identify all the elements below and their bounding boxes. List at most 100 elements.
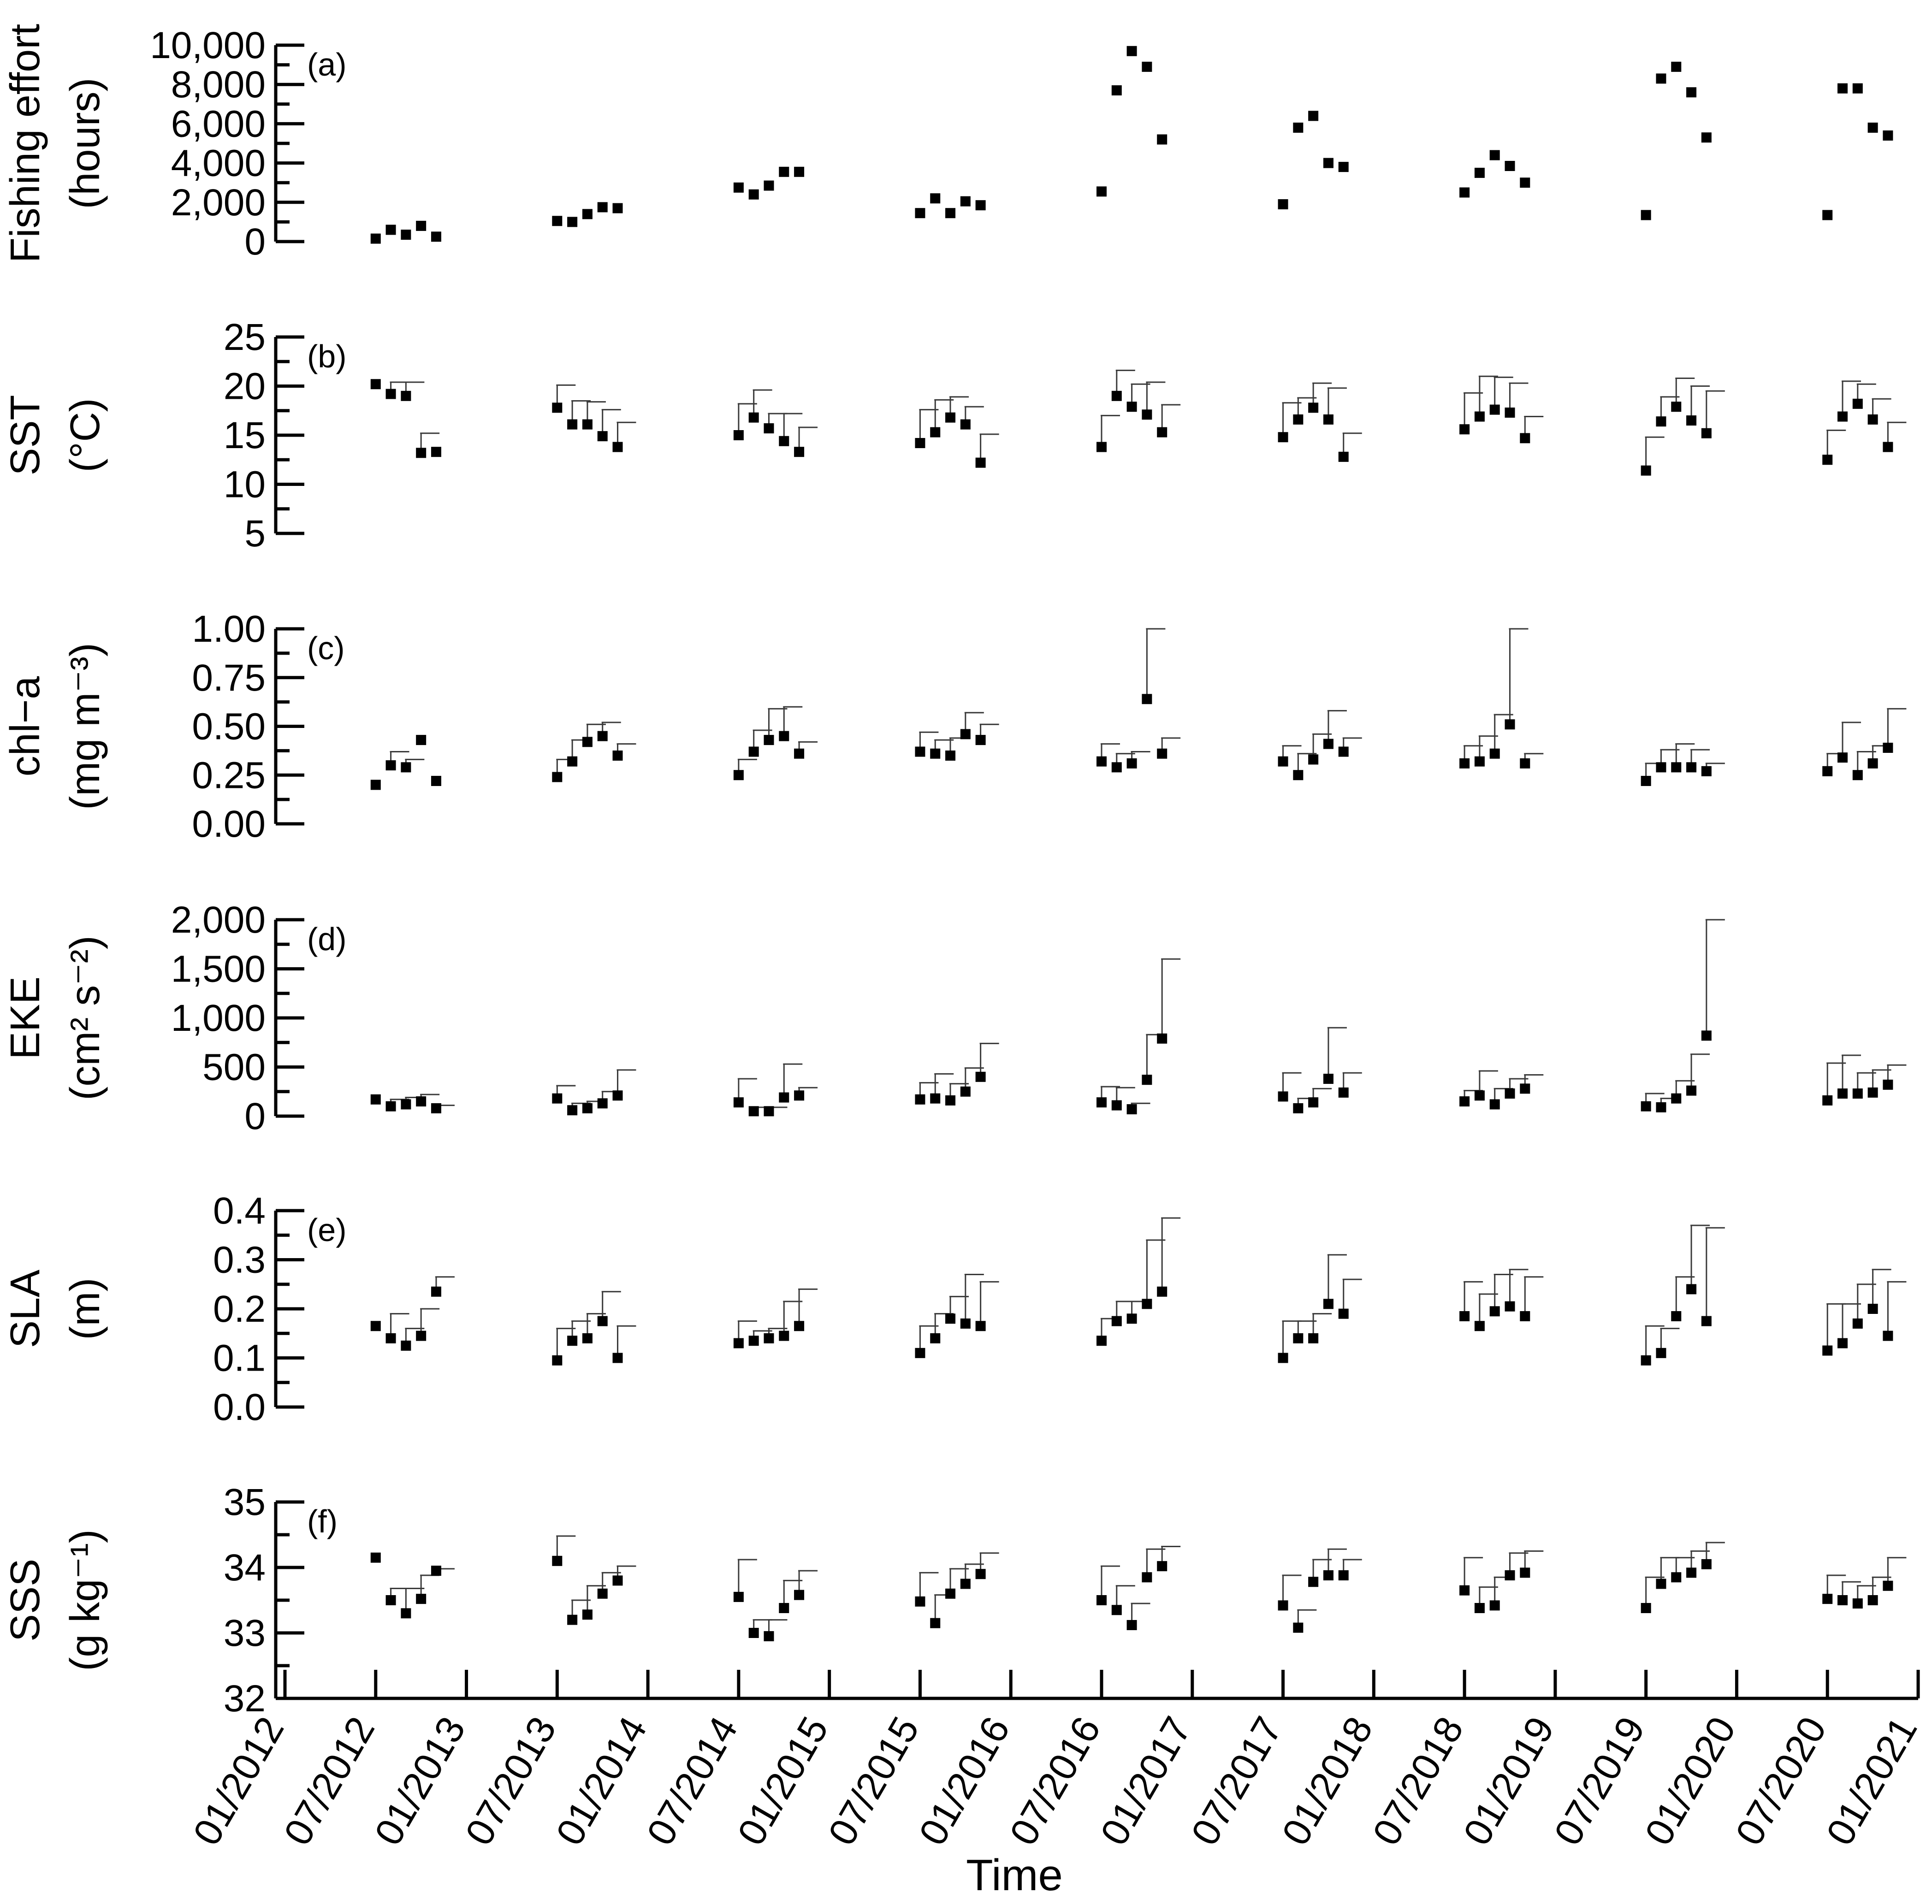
data-point	[1474, 411, 1485, 422]
data-point	[1338, 451, 1349, 462]
y-tick-label: 2,000	[171, 182, 266, 224]
data-point	[1505, 160, 1515, 171]
data-point	[945, 1095, 956, 1106]
y-tick-label: 10	[224, 464, 266, 506]
data-point	[1852, 1598, 1863, 1609]
data-point	[1111, 390, 1122, 401]
data-point	[1293, 1622, 1304, 1633]
data-point	[960, 1318, 971, 1329]
data-point	[431, 1103, 441, 1113]
data-point	[748, 1336, 759, 1346]
data-point	[385, 225, 396, 235]
data-point	[1111, 1100, 1122, 1111]
data-point	[1338, 1308, 1349, 1319]
data-point	[1656, 1102, 1666, 1112]
data-point	[930, 1618, 941, 1628]
data-point	[1520, 758, 1530, 769]
data-point	[431, 775, 441, 786]
data-point	[1096, 756, 1107, 767]
y-axis-title-line: (g kg⁻¹)	[62, 1529, 108, 1671]
data-point	[552, 402, 563, 413]
data-point	[1157, 748, 1167, 759]
data-point	[552, 772, 563, 782]
panel-label: (d)	[307, 921, 347, 957]
data-point	[1126, 1620, 1137, 1630]
data-point	[1323, 414, 1333, 425]
data-point	[385, 1595, 396, 1605]
data-point	[582, 209, 593, 219]
data-point	[1656, 1579, 1666, 1589]
data-point	[945, 750, 956, 761]
data-point	[582, 1609, 593, 1620]
data-point	[975, 735, 986, 745]
data-point	[552, 1093, 563, 1104]
data-point	[930, 748, 941, 759]
data-point	[416, 1096, 427, 1107]
y-axis-title-line: (mg m⁻³)	[62, 643, 108, 810]
data-point	[764, 180, 774, 191]
data-point	[1505, 719, 1515, 730]
panel-c: 0.00 0.25 0.50 0.75 1.00 (c) chl−a (mg m⁻³)	[2, 608, 1907, 845]
data-point	[960, 419, 971, 430]
data-point	[1641, 1603, 1651, 1614]
data-point	[1505, 1088, 1515, 1099]
data-point	[1852, 398, 1863, 409]
data-point	[1822, 210, 1833, 220]
y-tick-label: 6,000	[171, 103, 266, 145]
data-point	[1641, 1355, 1651, 1366]
data-point	[1308, 1333, 1319, 1343]
data-point	[567, 419, 578, 430]
data-point	[370, 1552, 381, 1563]
y-tick-label: 500	[202, 1047, 266, 1088]
panel-d: 0 500 1,000 1,500 2,000 (d) EKE (cm² s⁻²)	[2, 899, 1907, 1137]
data-point	[1459, 1311, 1470, 1321]
data-point	[733, 770, 744, 781]
data-point	[1701, 766, 1712, 776]
data-point	[1142, 409, 1152, 420]
data-point	[1489, 748, 1500, 759]
data-point	[1520, 1311, 1530, 1321]
data-point	[1278, 1091, 1288, 1102]
data-point	[567, 1614, 578, 1625]
data-point	[779, 1603, 789, 1614]
data-point	[1142, 61, 1152, 72]
y-tick-label: 0.50	[192, 706, 266, 748]
data-point	[1837, 1088, 1848, 1099]
data-point	[385, 760, 396, 771]
data-point	[597, 1098, 608, 1109]
data-point	[915, 438, 925, 449]
y-tick-label: 1,000	[171, 997, 266, 1039]
data-point	[370, 379, 381, 390]
data-point	[1822, 1095, 1833, 1106]
panel-label: (b)	[307, 338, 347, 374]
data-point	[597, 1316, 608, 1326]
data-point	[416, 1330, 427, 1341]
y-tick-label: 0.0	[213, 1386, 266, 1428]
data-point	[1489, 1099, 1500, 1110]
data-point	[1489, 150, 1500, 160]
data-point	[385, 389, 396, 399]
y-axis-title-line: Fishing effort	[2, 24, 48, 263]
y-tick-label: 25	[224, 316, 266, 358]
data-point	[960, 1086, 971, 1097]
data-point	[1837, 1338, 1848, 1348]
data-point	[401, 230, 411, 240]
data-point	[1126, 402, 1137, 412]
data-point	[597, 1588, 608, 1599]
data-point	[1278, 1353, 1288, 1363]
data-point	[1096, 1595, 1107, 1605]
data-point	[733, 1591, 744, 1602]
data-point	[1111, 85, 1122, 95]
panel-e: 0.0 0.1 0.2 0.3 0.4 (e) SLA (m)	[2, 1190, 1907, 1428]
y-tick-label: 4,000	[171, 142, 266, 184]
data-point	[1686, 87, 1697, 98]
y-axis-title-line: EKE	[2, 976, 48, 1059]
data-point	[416, 220, 427, 231]
data-point	[1641, 775, 1651, 786]
y-tick-label: 15	[224, 414, 266, 456]
data-point	[1701, 1316, 1712, 1326]
data-point	[1474, 1090, 1485, 1101]
data-point	[1096, 1336, 1107, 1346]
